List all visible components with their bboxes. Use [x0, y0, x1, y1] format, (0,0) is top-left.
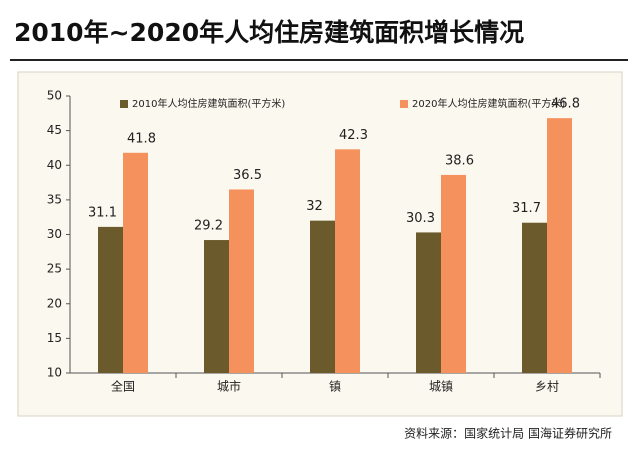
value-label: 46.8: [551, 97, 580, 112]
value-label: 29.2: [194, 219, 223, 234]
value-label: 42.3: [339, 128, 368, 143]
y-tick-label: 35: [47, 192, 62, 206]
value-label: 31.7: [512, 201, 541, 216]
bar: [416, 232, 441, 373]
bar: [123, 152, 148, 373]
bar: [335, 149, 360, 373]
legend-swatch: [120, 100, 128, 108]
bar: [310, 220, 335, 373]
y-tick-label: 50: [47, 89, 62, 103]
y-tick-label: 45: [47, 123, 62, 137]
value-label: 41.8: [127, 131, 156, 146]
bar: [522, 222, 547, 373]
legend-label: 2010年人均住房建筑面积(平方米): [132, 97, 285, 110]
x-tick-label: 全国: [111, 379, 135, 394]
y-tick-label: 20: [47, 296, 62, 310]
value-label: 31.1: [88, 205, 117, 220]
value-label: 30.3: [406, 211, 435, 226]
value-label: 32: [306, 199, 323, 214]
y-tick-label: 15: [47, 331, 62, 345]
chart-title: 2010年~2020年人均住房建筑面积增长情况: [14, 18, 524, 47]
x-tick-label: 城市: [217, 379, 241, 394]
y-tick-label: 25: [47, 262, 62, 276]
y-tick-label: 30: [47, 227, 62, 241]
x-tick-label: 乡村: [535, 380, 559, 394]
x-tick-label: 城镇: [429, 380, 453, 394]
bar: [204, 240, 229, 373]
y-tick-label: 40: [47, 158, 62, 172]
x-tick-label: 镇: [329, 380, 341, 394]
bar: [98, 226, 123, 373]
bar: [441, 174, 466, 373]
value-label: 36.5: [233, 168, 262, 183]
bar: [229, 189, 254, 373]
y-tick-label: 10: [47, 366, 62, 380]
legend-swatch: [400, 100, 408, 108]
bar: [547, 118, 572, 373]
source-note: 资料来源：国家统计局 国海证券研究所: [404, 426, 612, 441]
value-label: 38.6: [445, 153, 474, 168]
legend-label: 2020年人均住房建筑面积(平方米): [412, 97, 565, 110]
